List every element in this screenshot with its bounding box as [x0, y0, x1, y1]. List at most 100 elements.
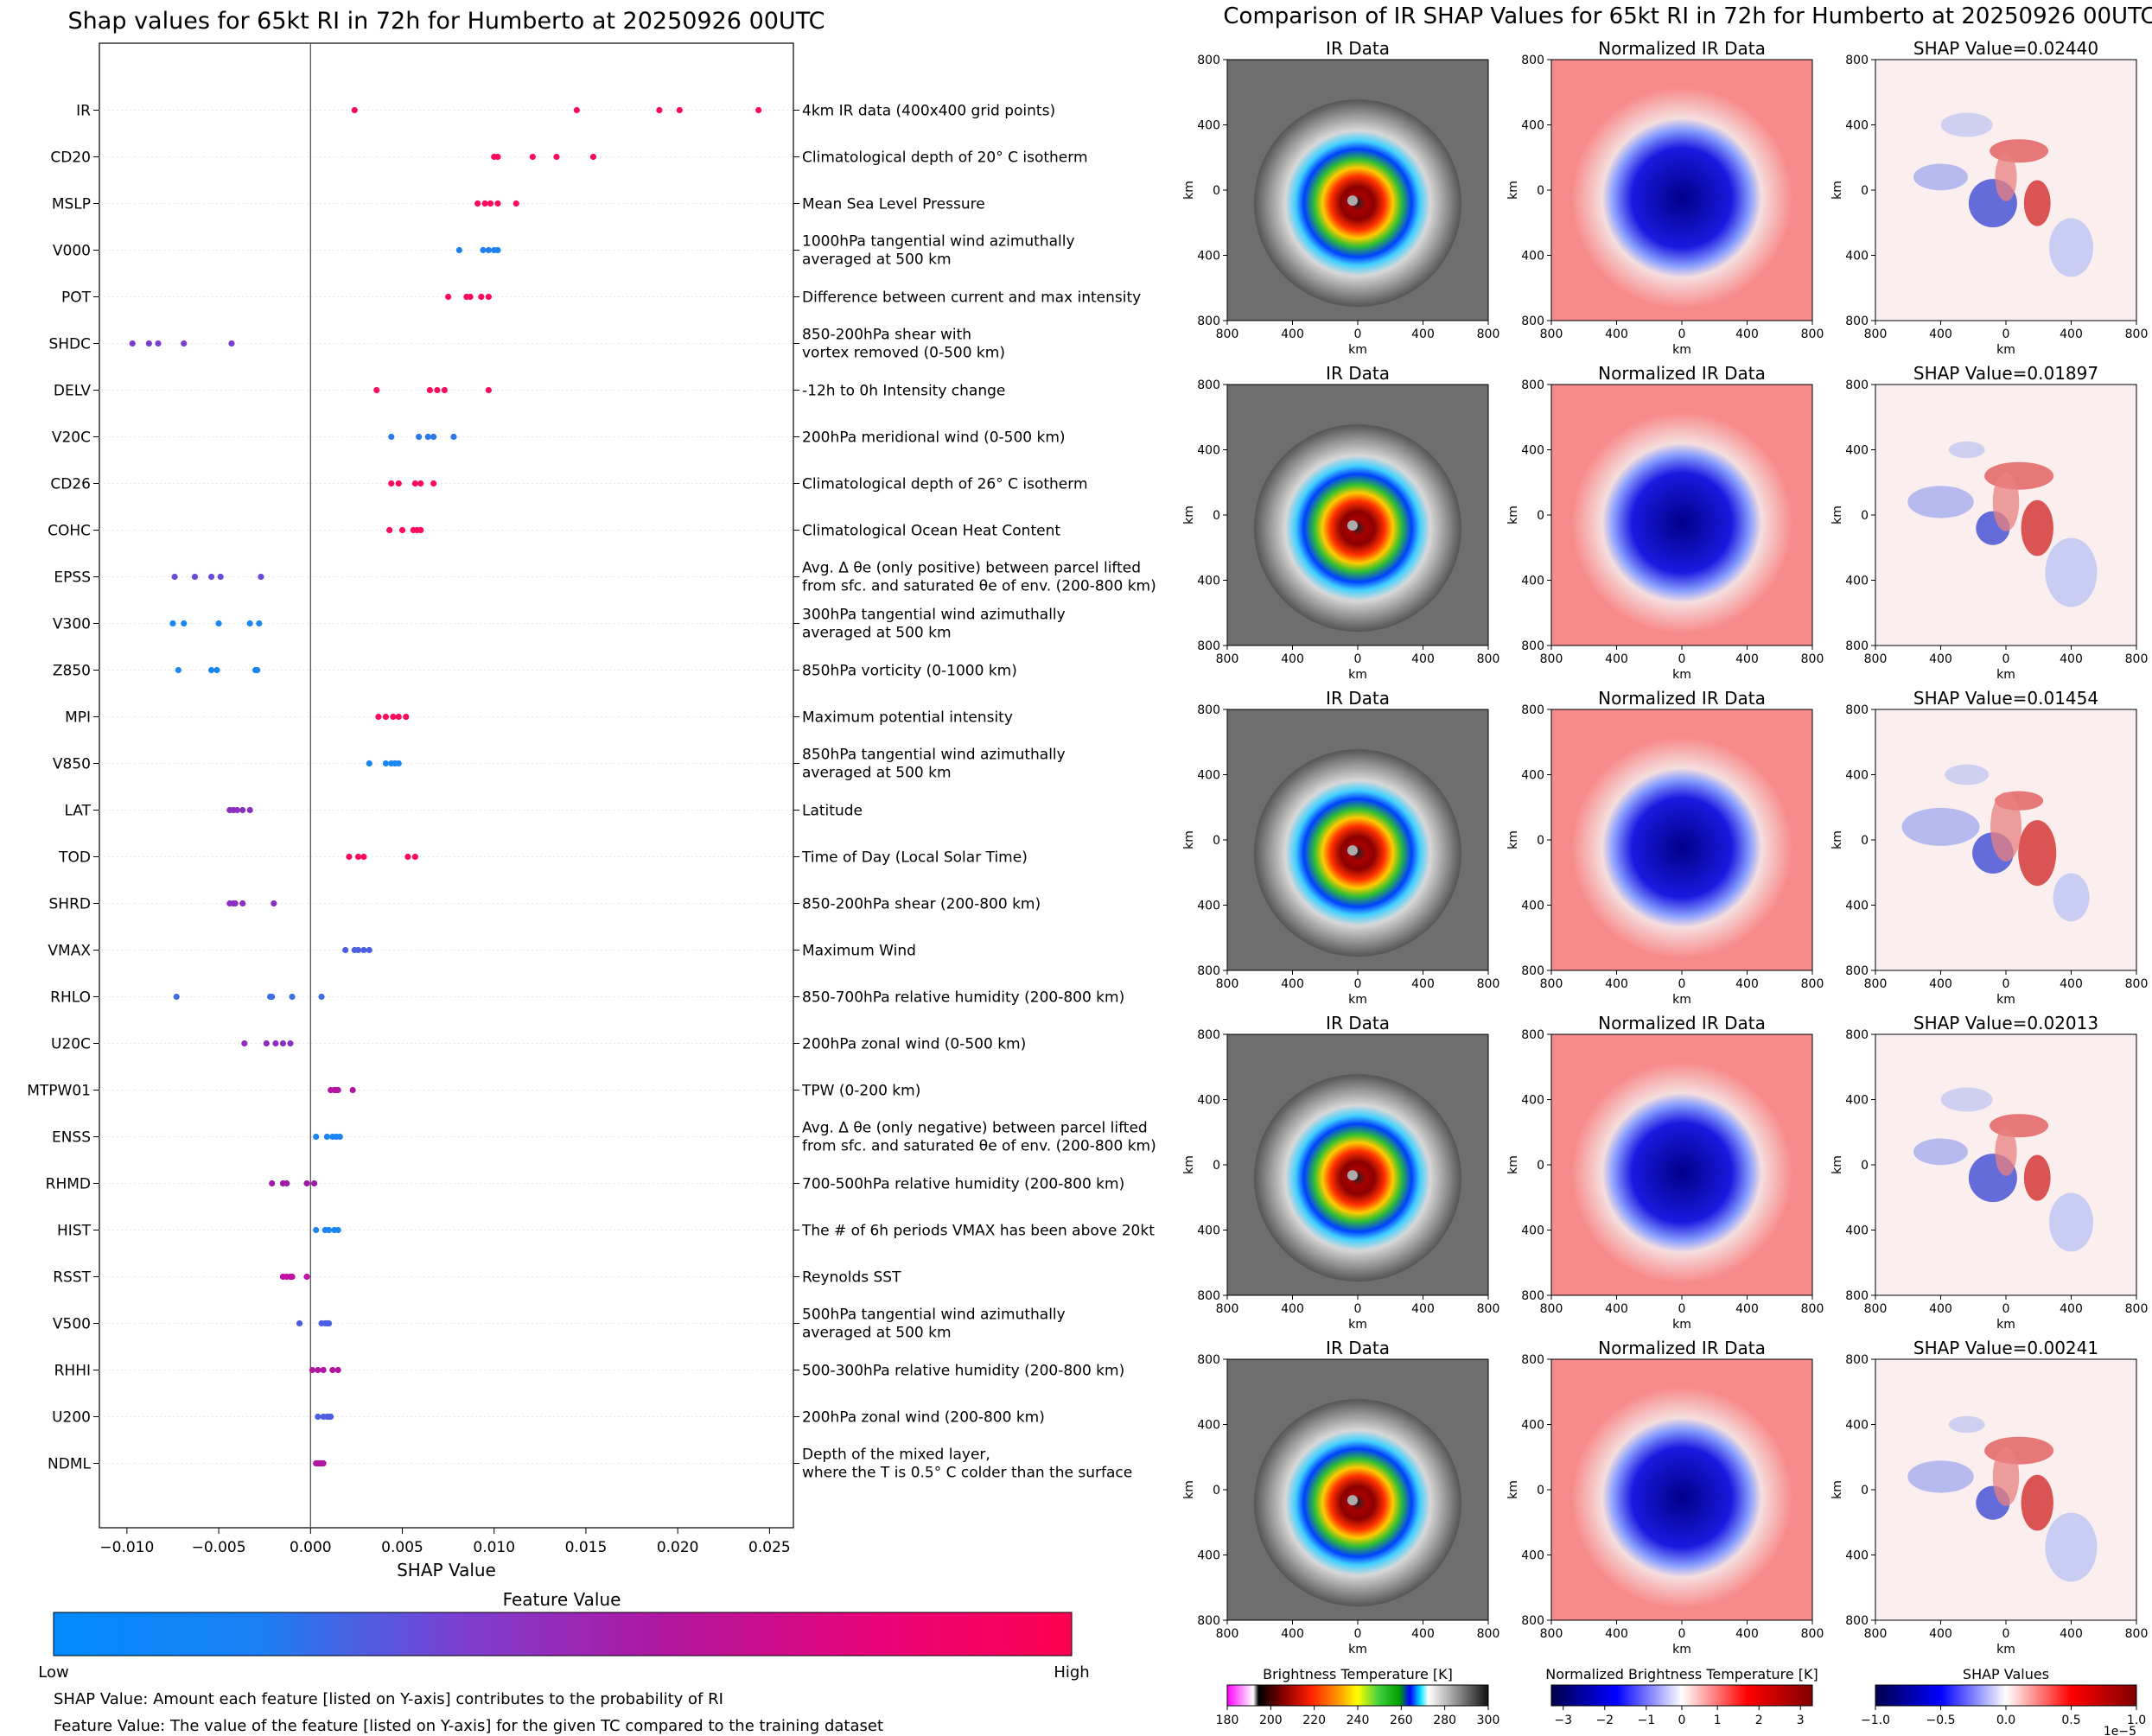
x-tick-label: 400 [1411, 652, 1435, 666]
shap-point [354, 853, 362, 861]
feature-row-ir: IR 4km IR data (400x400 grid points) [76, 103, 1055, 120]
norm-storm [1571, 1062, 1792, 1284]
y-tick-label: 400 [1845, 1549, 1869, 1563]
x-tick-label: 400 [1735, 1302, 1759, 1316]
shap-point [246, 806, 253, 814]
feature-description: Climatological Ocean Heat Content [802, 523, 1060, 540]
image-panel: Normalized IR Data8008004004000040040080… [1506, 1338, 1824, 1657]
y-axis-label: km [1506, 506, 1520, 525]
x-tick-label: 800 [1864, 977, 1888, 991]
feature-description: 500-300hPa relative humidity (200-800 km… [802, 1363, 1124, 1380]
feature-description: 850-700hPa relative humidity (200-800 km… [802, 989, 1124, 1007]
x-tick-label: 800 [1864, 652, 1888, 666]
y-tick-label: 400 [1845, 119, 1869, 133]
y-tick-label: 800 [1521, 378, 1544, 392]
x-tick-label: 400 [1281, 652, 1304, 666]
feature-description: -12h to 0h Intensity change [802, 383, 1005, 400]
feature-description: 850hPa vorticity (0-1000 km) [802, 663, 1017, 680]
shap-point [430, 433, 437, 441]
x-tick-label: 400 [1411, 327, 1435, 341]
y-tick-label: 800 [1197, 703, 1220, 717]
x-tick-label: 0.010 [473, 1539, 515, 1556]
y-tick-label: 800 [1521, 1353, 1544, 1367]
shap-point [417, 480, 424, 487]
norm-storm [1571, 737, 1792, 959]
x-tick-label: 400 [1929, 652, 1952, 666]
feature-name: SHRD [49, 896, 91, 913]
feature-row-hist: HIST The # of 6h periods VMAX has been ab… [57, 1223, 1155, 1240]
y-tick-label: 400 [1197, 1419, 1220, 1433]
panel-title: IR Data [1326, 38, 1390, 59]
image-colorbar: Brightness Temperature [K] 180 200 220 240 26… [1216, 1666, 1500, 1727]
feature-description: 300hPa tangential wind azimuthally [802, 607, 1066, 624]
x-tick-label: 0 [1678, 327, 1686, 341]
feature-description: 500hPa tangential wind azimuthally [802, 1307, 1066, 1324]
storm-eye [1347, 1170, 1358, 1181]
y-tick-label: 400 [1197, 575, 1220, 588]
colorbar-offset-label: 1e−5 [2104, 1725, 2136, 1736]
shap-point [349, 1086, 356, 1094]
x-tick-label: 400 [1411, 1627, 1435, 1641]
y-tick-label: 800 [1521, 54, 1544, 67]
shap-region [1948, 441, 1985, 459]
x-tick-label: 400 [1605, 652, 1628, 666]
y-tick-label: 800 [1845, 1028, 1869, 1042]
x-tick-label: 400 [1281, 1302, 1304, 1316]
x-axis-label: km [1348, 1643, 1367, 1657]
x-tick-label: 800 [2125, 1302, 2149, 1316]
panel-title: SHAP Value=0.02013 [1913, 1013, 2098, 1033]
y-tick-label: 800 [1845, 54, 1869, 67]
x-axis-label: km [1996, 668, 2015, 682]
shap-point [320, 1459, 327, 1467]
colorbar-tick-label: 3 [1797, 1714, 1805, 1727]
y-tick-label: 0 [1861, 834, 1869, 848]
y-axis-label: km [1182, 506, 1196, 525]
feature-row-vmax: VMAX Maximum Wind [48, 943, 915, 960]
y-axis-label: km [1830, 1480, 1844, 1499]
colorbar-title: Normalized Brightness Temperature [K] [1545, 1666, 1818, 1682]
y-tick-label: 400 [1845, 575, 1869, 588]
shap-point [494, 200, 501, 207]
x-tick-label: 800 [2125, 977, 2149, 991]
shap-point [215, 620, 222, 627]
y-tick-label: 800 [1845, 1614, 1869, 1628]
feature-row-v20c: V20C 200hPa meridional wind (0-500 km) [52, 429, 1066, 447]
y-tick-label: 400 [1845, 1224, 1869, 1238]
shap-point [303, 1273, 310, 1281]
panel-title: IR Data [1326, 688, 1390, 709]
norm-storm [1571, 1387, 1792, 1609]
panel-title: SHAP Value=0.01897 [1913, 363, 2098, 384]
feature-row-ndml: NDML Depth of the mixed layer,where the T… [48, 1447, 1132, 1482]
shap-point [258, 573, 264, 581]
feature-description: 850hPa tangential wind azimuthally [802, 747, 1066, 764]
x-axis-label: km [1348, 1318, 1367, 1332]
y-tick-label: 400 [1521, 1094, 1544, 1108]
image-colorbar: SHAP Values −1.0 −0.5 0.0 0.5 1.01e−5 [1861, 1666, 2146, 1736]
y-tick-label: 0 [1537, 184, 1544, 198]
shap-point [395, 480, 402, 487]
shap-point [360, 946, 367, 954]
shap-point [467, 293, 474, 301]
shap-point [283, 1180, 290, 1187]
shap-point [241, 1040, 248, 1047]
x-tick-label: 0 [1354, 977, 1362, 991]
image-panel: SHAP Value=0.014548008004004000040040080… [1830, 688, 2148, 1007]
feature-name: VMAX [48, 943, 91, 960]
shap-point [398, 526, 406, 534]
shap-point [310, 1180, 318, 1187]
y-tick-label: 400 [1197, 900, 1220, 913]
shap-point [303, 1180, 310, 1187]
y-tick-label: 800 [1845, 315, 1869, 328]
shap-point [181, 340, 188, 347]
y-tick-label: 400 [1197, 769, 1220, 783]
storm-eye [1347, 195, 1358, 207]
feature-name: RHMD [46, 1176, 91, 1193]
feature-description: Latitude [802, 803, 863, 820]
feature-row-enss: ENSS Avg. Δ θe (only negative) between pa… [52, 1120, 1156, 1155]
y-tick-label: 0 [1537, 834, 1544, 848]
shap-point [450, 433, 457, 441]
x-tick-label: 800 [1540, 1627, 1563, 1641]
shap-point [589, 153, 597, 161]
shap-point [173, 993, 180, 1001]
panel-title: Normalized IR Data [1598, 688, 1766, 709]
